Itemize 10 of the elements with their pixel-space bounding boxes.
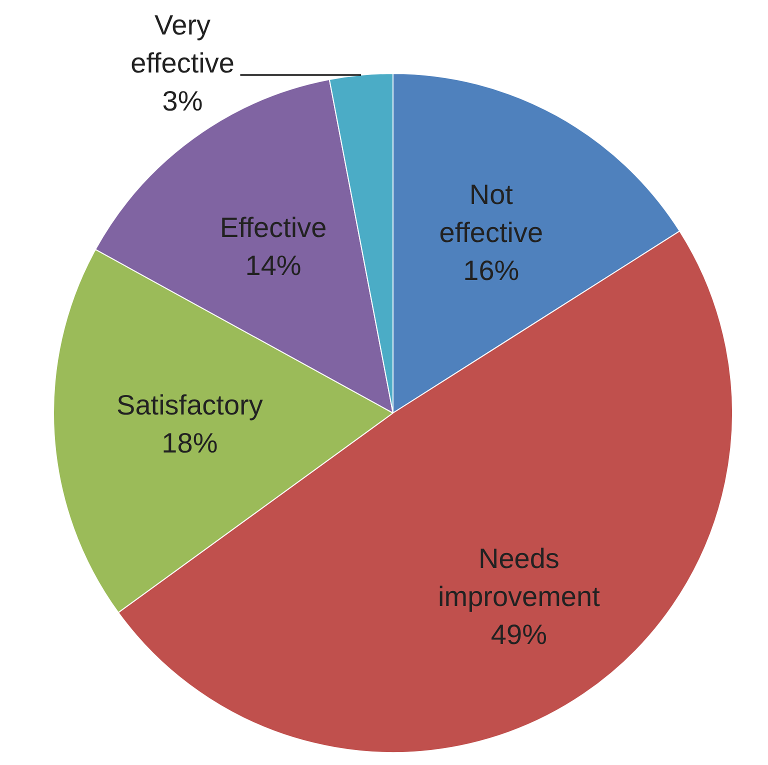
data-label: 3% bbox=[162, 86, 203, 117]
slice-label: Satisfactory bbox=[116, 390, 263, 421]
slice-label: Not effective bbox=[439, 179, 544, 248]
data-label: 16% bbox=[463, 255, 520, 286]
slice-label: Effective bbox=[220, 212, 327, 243]
data-label: 49% bbox=[490, 619, 547, 650]
data-label: 14% bbox=[245, 250, 302, 281]
slice-label: Very effective bbox=[130, 10, 234, 79]
data-label: 18% bbox=[162, 428, 218, 459]
slice-label: Needs improvement bbox=[438, 543, 600, 612]
